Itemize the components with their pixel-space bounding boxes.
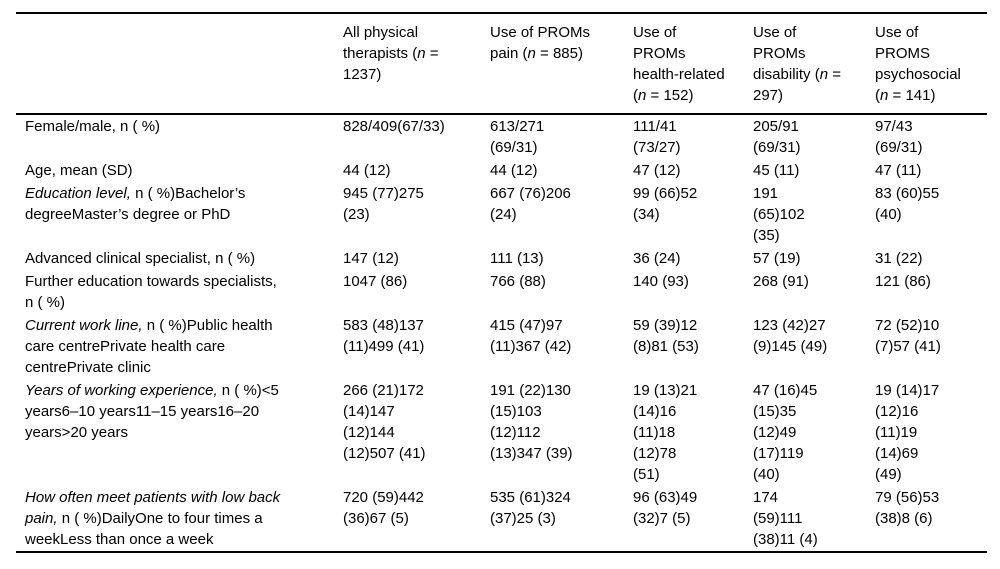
cell: 79 (56)53 (38)8 (6) — [875, 489, 940, 527]
cell: 147 (12) — [343, 250, 399, 267]
cell: 583 (48)137 (11)499 (41) — [343, 317, 425, 355]
characteristics-table: All physical therapists (n = 1237) Use o… — [16, 12, 987, 553]
cell: 47 (16)45 (15)35 (12)49 (17)119 (40) — [753, 382, 818, 483]
table-row-advanced-clinical-specialist: Advanced clinical specialist, n ( %) 147… — [16, 247, 987, 270]
row-label: Education level, n ( %)Bachelor’s degree… — [16, 182, 343, 247]
italic-text-run: Education level, — [25, 185, 131, 202]
cell: 268 (91) — [753, 273, 809, 290]
cell: 191 (22)130 (15)103 (12)112 (13)347 (39) — [490, 382, 573, 462]
header-row: All physical therapists (n = 1237) Use o… — [16, 13, 987, 115]
cell: 140 (93) — [633, 273, 689, 290]
cell: 19 (14)17 (12)16 (11)19 (14)69 (49) — [875, 382, 940, 483]
column-header-all-therapists: All physical therapists (n = 1237) — [343, 13, 490, 115]
cell: 96 (63)49 (32)7 (5) — [633, 489, 698, 527]
row-label: Advanced clinical specialist, n ( %) — [16, 247, 343, 270]
italic-text-run: How often meet patients with low back pa… — [25, 489, 281, 527]
cell: 83 (60)55 (40) — [875, 185, 940, 223]
text-run: Age, mean (SD) — [25, 162, 133, 179]
cell: 111 (13) — [490, 250, 544, 267]
column-header-proms-health-related: Use of PROMs health-related (n = 152) — [633, 13, 753, 115]
cell: 45 (11) — [753, 162, 800, 179]
column-header-proms-disability: Use of PROMs disability (n = 297) — [753, 13, 875, 115]
italic-text-run: n — [527, 45, 536, 62]
text-run: = 297) — [753, 66, 841, 104]
cell: 121 (86) — [875, 273, 931, 290]
text-run: n ( %)DailyOne to four times a weekLess … — [25, 510, 263, 548]
column-header-proms-pain: Use of PROMs pain (n = 885) — [490, 13, 633, 115]
cell: 44 (12) — [490, 162, 538, 179]
text-run: = 141) — [888, 87, 936, 104]
cell: 57 (19) — [753, 250, 801, 267]
cell: 44 (12) — [343, 162, 391, 179]
cell: 766 (88) — [490, 273, 546, 290]
cell: 123 (42)27 (9)145 (49) — [753, 317, 828, 355]
cell: 667 (76)206 (24) — [490, 185, 571, 223]
italic-text-run: n — [417, 45, 426, 62]
text-run: Use of PROMs pain ( — [490, 24, 591, 62]
table-header: All physical therapists (n = 1237) Use o… — [16, 13, 987, 115]
text-run: = 152) — [646, 87, 694, 104]
cell: 36 (24) — [633, 250, 681, 267]
cell: 97/43 (69/31) — [875, 118, 923, 156]
text-run: Use of PROMs health-related ( — [633, 24, 725, 104]
cell: 47 (11) — [875, 162, 922, 179]
cell: 59 (39)12 (8)81 (53) — [633, 317, 699, 355]
cell: 47 (12) — [633, 162, 681, 179]
table-row-years-experience: Years of working experience, n ( %)<5 ye… — [16, 379, 987, 486]
text-run: All physical therapists ( — [343, 24, 419, 62]
cell: 720 (59)442 (36)67 (5) — [343, 489, 424, 527]
table-row-further-education: Further education towards specialists, n… — [16, 270, 987, 314]
table-row-current-work-line: Current work line, n ( %)Public health c… — [16, 314, 987, 379]
table-body: Female/male, n ( %) 828/409(67/33) 613/2… — [16, 114, 987, 552]
row-label: How often meet patients with low back pa… — [16, 486, 343, 552]
cell: 72 (52)10 (7)57 (41) — [875, 317, 941, 355]
row-label: Current work line, n ( %)Public health c… — [16, 314, 343, 379]
text-run: Female/male, n ( %) — [25, 118, 161, 135]
italic-text-run: Current work line, — [25, 317, 143, 334]
row-label: Years of working experience, n ( %)<5 ye… — [16, 379, 343, 486]
cell: 415 (47)97 (11)367 (42) — [490, 317, 572, 355]
italic-text-run: n — [819, 66, 829, 83]
cell: 31 (22) — [875, 250, 923, 267]
cell: 205/91 (69/31) — [753, 118, 801, 156]
cell: 945 (77)275 (23) — [343, 185, 424, 223]
cell: 535 (61)324 (37)25 (3) — [490, 489, 571, 527]
cell: 174 (59)111 (38)11 (4) — [753, 489, 818, 548]
table-row-age: Age, mean (SD) 44 (12) 44 (12) 47 (12) 4… — [16, 159, 987, 182]
text-run: Further education towards specialists, n… — [25, 273, 277, 311]
table-row-female-male: Female/male, n ( %) 828/409(67/33) 613/2… — [16, 114, 987, 159]
cell: 191 (65)102 (35) — [753, 185, 805, 244]
text-run: Use of PROMs disability ( — [753, 24, 820, 83]
text-run: Use of PROMS psychosocial ( — [875, 24, 961, 104]
header-row-label-blank — [16, 13, 343, 115]
cell: 99 (66)52 (34) — [633, 185, 698, 223]
page: All physical therapists (n = 1237) Use o… — [16, 12, 987, 553]
row-label: Further education towards specialists, n… — [16, 270, 343, 314]
italic-text-run: n — [880, 87, 889, 104]
cell: 111/41 (73/27) — [633, 118, 681, 156]
italic-text-run: Years of working experience, — [25, 382, 218, 399]
column-header-proms-psychosocial: Use of PROMS psychosocial (n = 141) — [875, 13, 987, 115]
text-run: n ( %)Public health care centrePrivate h… — [25, 317, 273, 376]
cell: 19 (13)21 (14)16 (11)18 (12)78 (51) — [633, 382, 698, 483]
text-run: = 885) — [535, 45, 583, 62]
row-label: Age, mean (SD) — [16, 159, 343, 182]
text-run: n ( %)Bachelor’s degreeMaster’s degree o… — [25, 185, 246, 223]
cell: 266 (21)172 (14)147 (12)144 (12)507 (41) — [343, 382, 426, 462]
italic-text-run: n — [638, 87, 647, 104]
text-run: Advanced clinical specialist, n ( %) — [25, 250, 256, 267]
cell: 828/409(67/33) — [343, 118, 445, 135]
cell: 1047 (86) — [343, 273, 408, 290]
text-run: = 1237) — [343, 45, 439, 83]
table-row-low-back-pain-frequency: How often meet patients with low back pa… — [16, 486, 987, 552]
cell: 613/271 (69/31) — [490, 118, 545, 156]
row-label: Female/male, n ( %) — [16, 114, 343, 159]
text-run: n ( %)<5 years6–10 years11–15 years16–20… — [25, 382, 279, 441]
table-row-education-level: Education level, n ( %)Bachelor’s degree… — [16, 182, 987, 247]
